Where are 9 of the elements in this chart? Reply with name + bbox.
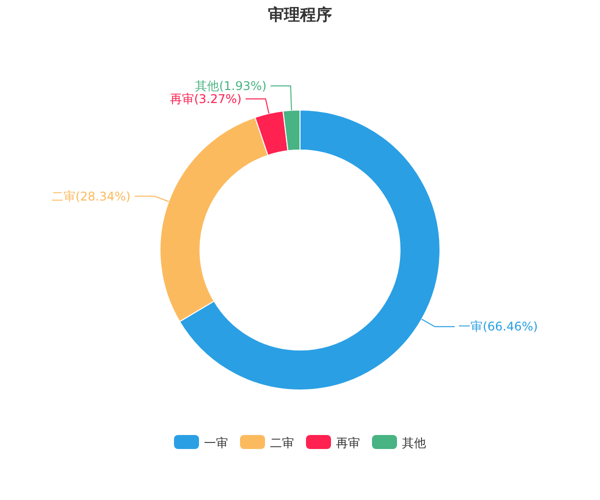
- data-label: 二审(28.34%): [51, 189, 131, 204]
- chart-title: 审理程序: [268, 5, 332, 24]
- data-label: 一审(66.46%): [458, 320, 538, 334]
- legend-label: 其他: [402, 436, 426, 450]
- data-label: 再审(3.27%): [170, 92, 242, 106]
- legend-label: 再审: [336, 436, 360, 450]
- legend-label: 一审: [204, 436, 228, 450]
- data-label: 其他(1.93%): [195, 78, 267, 93]
- legend-label: 二审: [270, 436, 294, 450]
